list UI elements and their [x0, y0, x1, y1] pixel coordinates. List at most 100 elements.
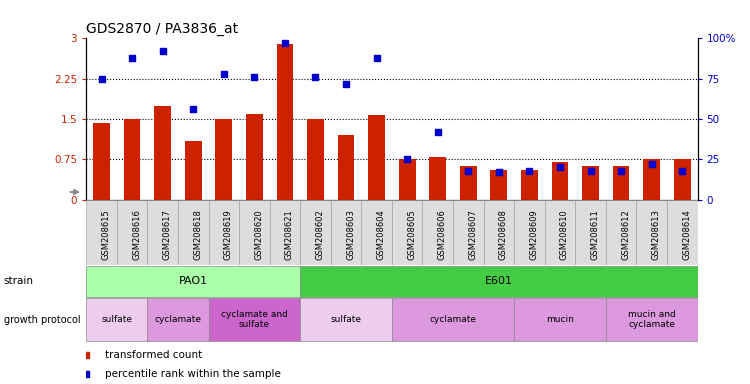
Bar [551, 162, 568, 200]
Text: transformed count: transformed count [104, 350, 202, 360]
Text: mucin: mucin [546, 315, 574, 324]
Text: cyclamate: cyclamate [430, 315, 476, 324]
Bar [667, 200, 698, 265]
Text: cyclamate and
sulfate: cyclamate and sulfate [221, 310, 288, 329]
Bar [154, 106, 171, 200]
Text: GSM208607: GSM208607 [468, 210, 477, 260]
Bar [86, 298, 147, 341]
Point [279, 40, 291, 46]
Point [126, 55, 138, 61]
Text: GSM208614: GSM208614 [682, 210, 692, 260]
Text: GSM208602: GSM208602 [316, 210, 325, 260]
Point [188, 106, 200, 113]
Text: cyclamate: cyclamate [154, 315, 202, 324]
Point [217, 71, 229, 77]
Bar [368, 115, 385, 200]
Text: GSM208619: GSM208619 [224, 210, 232, 260]
Bar [93, 123, 110, 200]
Text: GDS2870 / PA3836_at: GDS2870 / PA3836_at [86, 22, 238, 36]
Bar [422, 200, 453, 265]
Bar [644, 159, 660, 200]
Bar [490, 170, 507, 200]
Bar [606, 298, 698, 341]
Bar [392, 298, 514, 341]
Text: GSM208605: GSM208605 [407, 210, 416, 260]
Bar [300, 200, 331, 265]
Bar [613, 166, 629, 200]
Bar [246, 114, 262, 200]
Point [432, 129, 444, 135]
Point [95, 76, 107, 82]
Point [493, 169, 505, 175]
Point [554, 164, 566, 170]
Text: mucin and
cyclamate: mucin and cyclamate [628, 310, 676, 329]
Bar [147, 298, 208, 341]
Bar [484, 200, 514, 265]
Point [462, 167, 474, 174]
Point [524, 167, 536, 174]
Point [248, 74, 260, 80]
Bar [277, 44, 293, 200]
Bar [338, 135, 355, 200]
Text: GSM208604: GSM208604 [376, 210, 386, 260]
Bar [362, 200, 392, 265]
Text: GSM208617: GSM208617 [163, 210, 172, 260]
Point [310, 74, 322, 80]
Bar [514, 298, 606, 341]
Text: sulfate: sulfate [331, 315, 362, 324]
Text: GSM208606: GSM208606 [438, 210, 447, 260]
Bar [178, 200, 209, 265]
Bar [209, 200, 239, 265]
Point [646, 161, 658, 167]
Bar [674, 159, 691, 200]
Text: GSM208603: GSM208603 [346, 210, 355, 260]
Text: GSM208609: GSM208609 [530, 210, 538, 260]
Text: sulfate: sulfate [101, 315, 132, 324]
Text: PAO1: PAO1 [178, 276, 208, 286]
Bar [124, 119, 140, 200]
Text: GSM208616: GSM208616 [132, 210, 141, 260]
Bar [86, 266, 300, 297]
Point [340, 81, 352, 87]
Bar [453, 200, 484, 265]
Bar [460, 166, 477, 200]
Bar [636, 200, 667, 265]
Point [676, 167, 688, 174]
Bar [575, 200, 606, 265]
Text: GSM208615: GSM208615 [101, 210, 110, 260]
Text: percentile rank within the sample: percentile rank within the sample [104, 369, 280, 379]
Bar [544, 200, 575, 265]
Bar [429, 157, 446, 200]
Point [584, 167, 596, 174]
Bar [86, 200, 117, 265]
Bar [514, 200, 544, 265]
Bar [582, 166, 599, 200]
Bar [307, 119, 324, 200]
Text: growth protocol: growth protocol [4, 314, 80, 325]
Bar [606, 200, 636, 265]
Text: GSM208618: GSM208618 [194, 210, 202, 260]
Bar [147, 200, 178, 265]
Bar [184, 141, 202, 200]
Point [370, 55, 382, 61]
Bar [270, 200, 300, 265]
Text: GSM208613: GSM208613 [652, 210, 661, 260]
Bar [215, 119, 232, 200]
Bar [300, 266, 698, 297]
Text: GSM208610: GSM208610 [560, 210, 569, 260]
Text: GSM208611: GSM208611 [590, 210, 599, 260]
Text: GSM208620: GSM208620 [254, 210, 263, 260]
Text: strain: strain [4, 276, 34, 286]
Point [401, 156, 413, 162]
Bar [117, 200, 147, 265]
Text: GSM208621: GSM208621 [285, 210, 294, 260]
Bar [392, 200, 422, 265]
Point [615, 167, 627, 174]
Point [157, 48, 169, 55]
Bar [399, 159, 416, 200]
Bar [521, 170, 538, 200]
Bar [300, 298, 392, 341]
Bar [331, 200, 362, 265]
Bar [209, 298, 300, 341]
Bar [239, 200, 270, 265]
